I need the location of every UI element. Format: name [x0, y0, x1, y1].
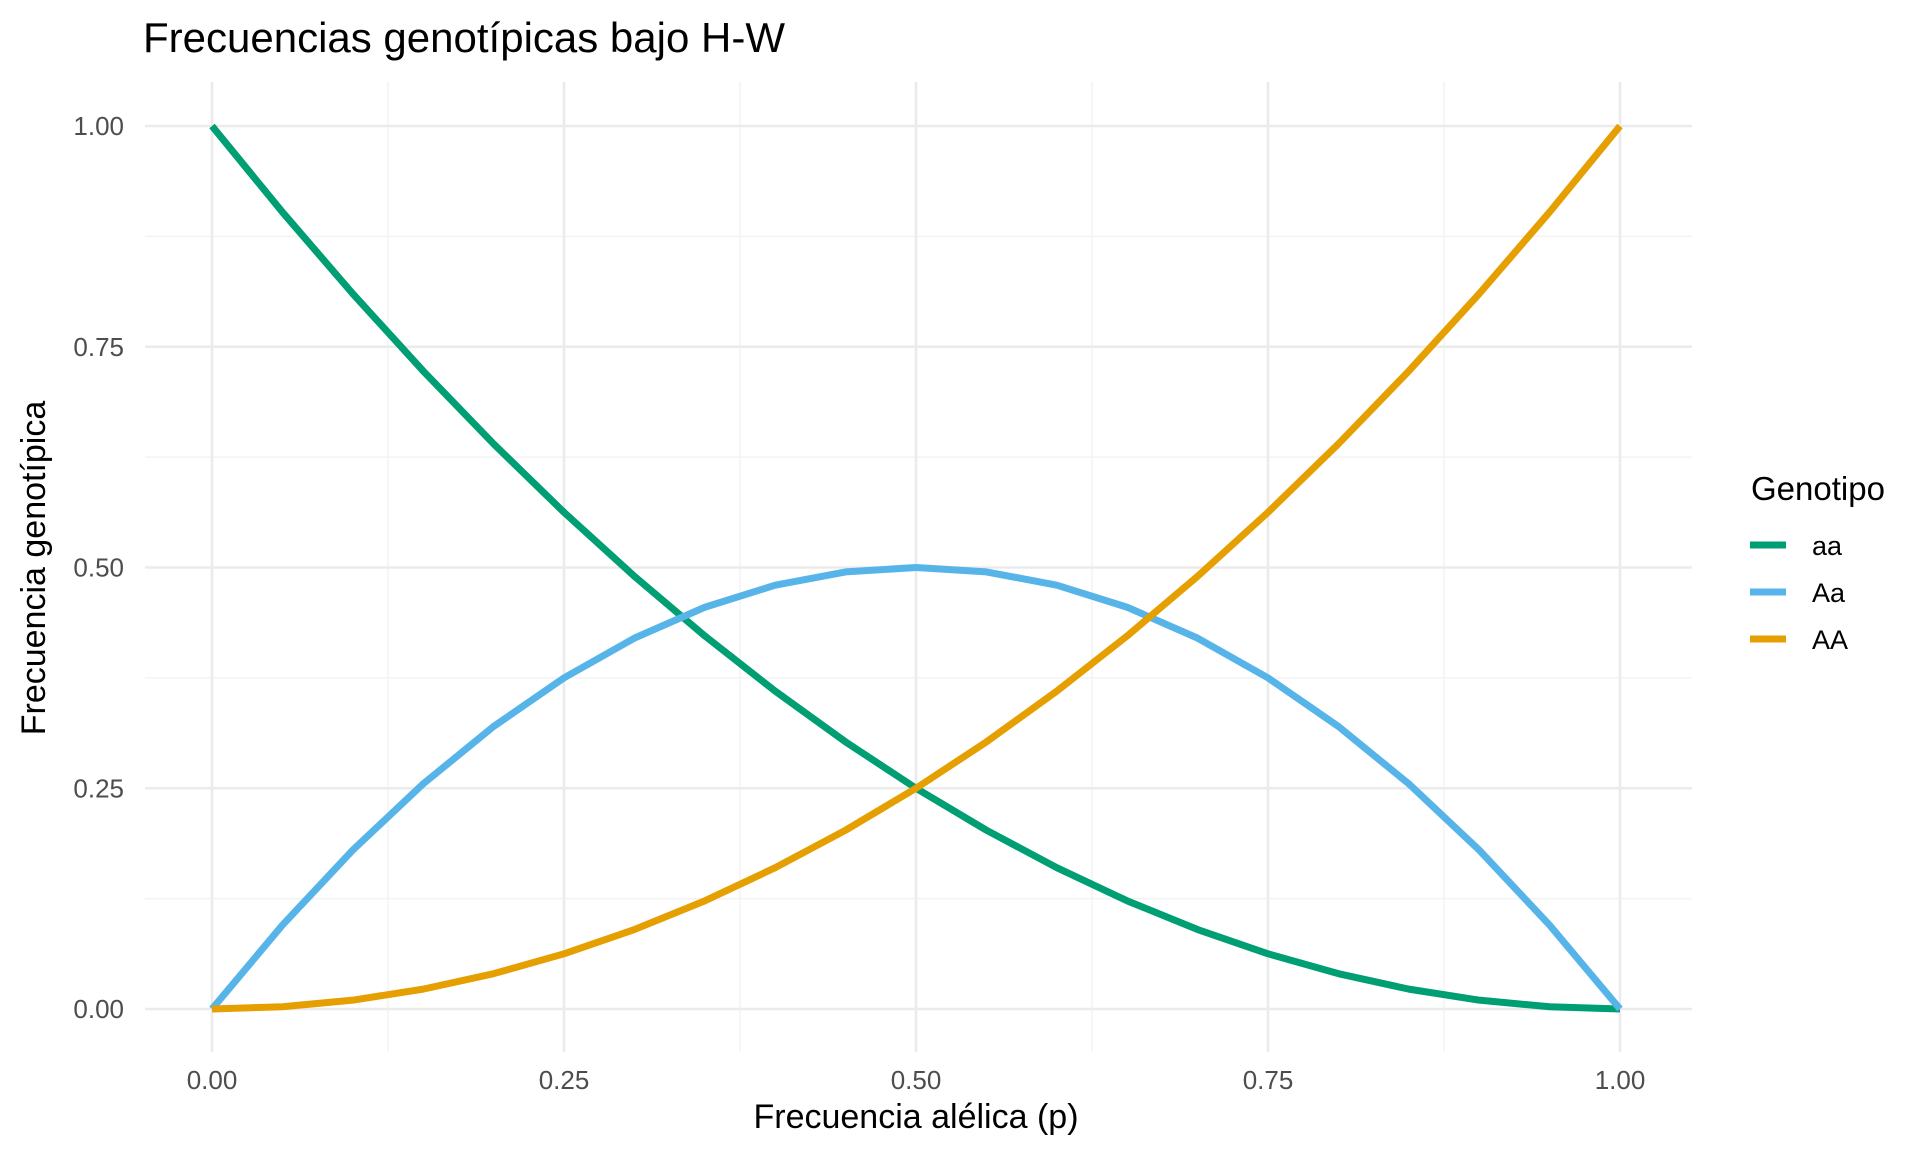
y-tick-label: 0.50: [73, 553, 124, 583]
y-axis-title: Frecuencia genotípica: [15, 401, 53, 736]
series-lines: [209, 123, 1623, 1013]
legend-label-AA: AA: [1812, 625, 1848, 655]
legend: Genotipo aa Aa AA: [1750, 470, 1885, 655]
legend-title: Genotipo: [1751, 470, 1885, 507]
y-tick-label: 0.75: [73, 332, 124, 362]
series-line-Aa: [209, 564, 1623, 1012]
legend-label-Aa: Aa: [1812, 578, 1846, 608]
series-line-AA: [211, 123, 1623, 1013]
chart-title: Frecuencias genotípicas bajo H-W: [143, 14, 785, 61]
x-tick-label: 0.00: [187, 1065, 238, 1095]
y-tick-label: 0.00: [73, 994, 124, 1024]
grid: [145, 82, 1692, 1052]
x-tick-label: 0.25: [539, 1065, 590, 1095]
x-tick-label: 1.00: [1595, 1065, 1646, 1095]
y-tick-label: 1.00: [73, 111, 124, 141]
legend-label-aa: aa: [1812, 531, 1843, 561]
x-tick-label: 0.75: [1243, 1065, 1294, 1095]
ticks: 0.00 0.25 0.50 0.75 1.00 0.00 0.25 0.50 0.75 1.00: [73, 111, 1645, 1095]
y-tick-label: 0.25: [73, 773, 124, 803]
x-axis-title: Frecuencia alélica (p): [753, 1098, 1078, 1136]
x-tick-label: 0.50: [891, 1065, 942, 1095]
